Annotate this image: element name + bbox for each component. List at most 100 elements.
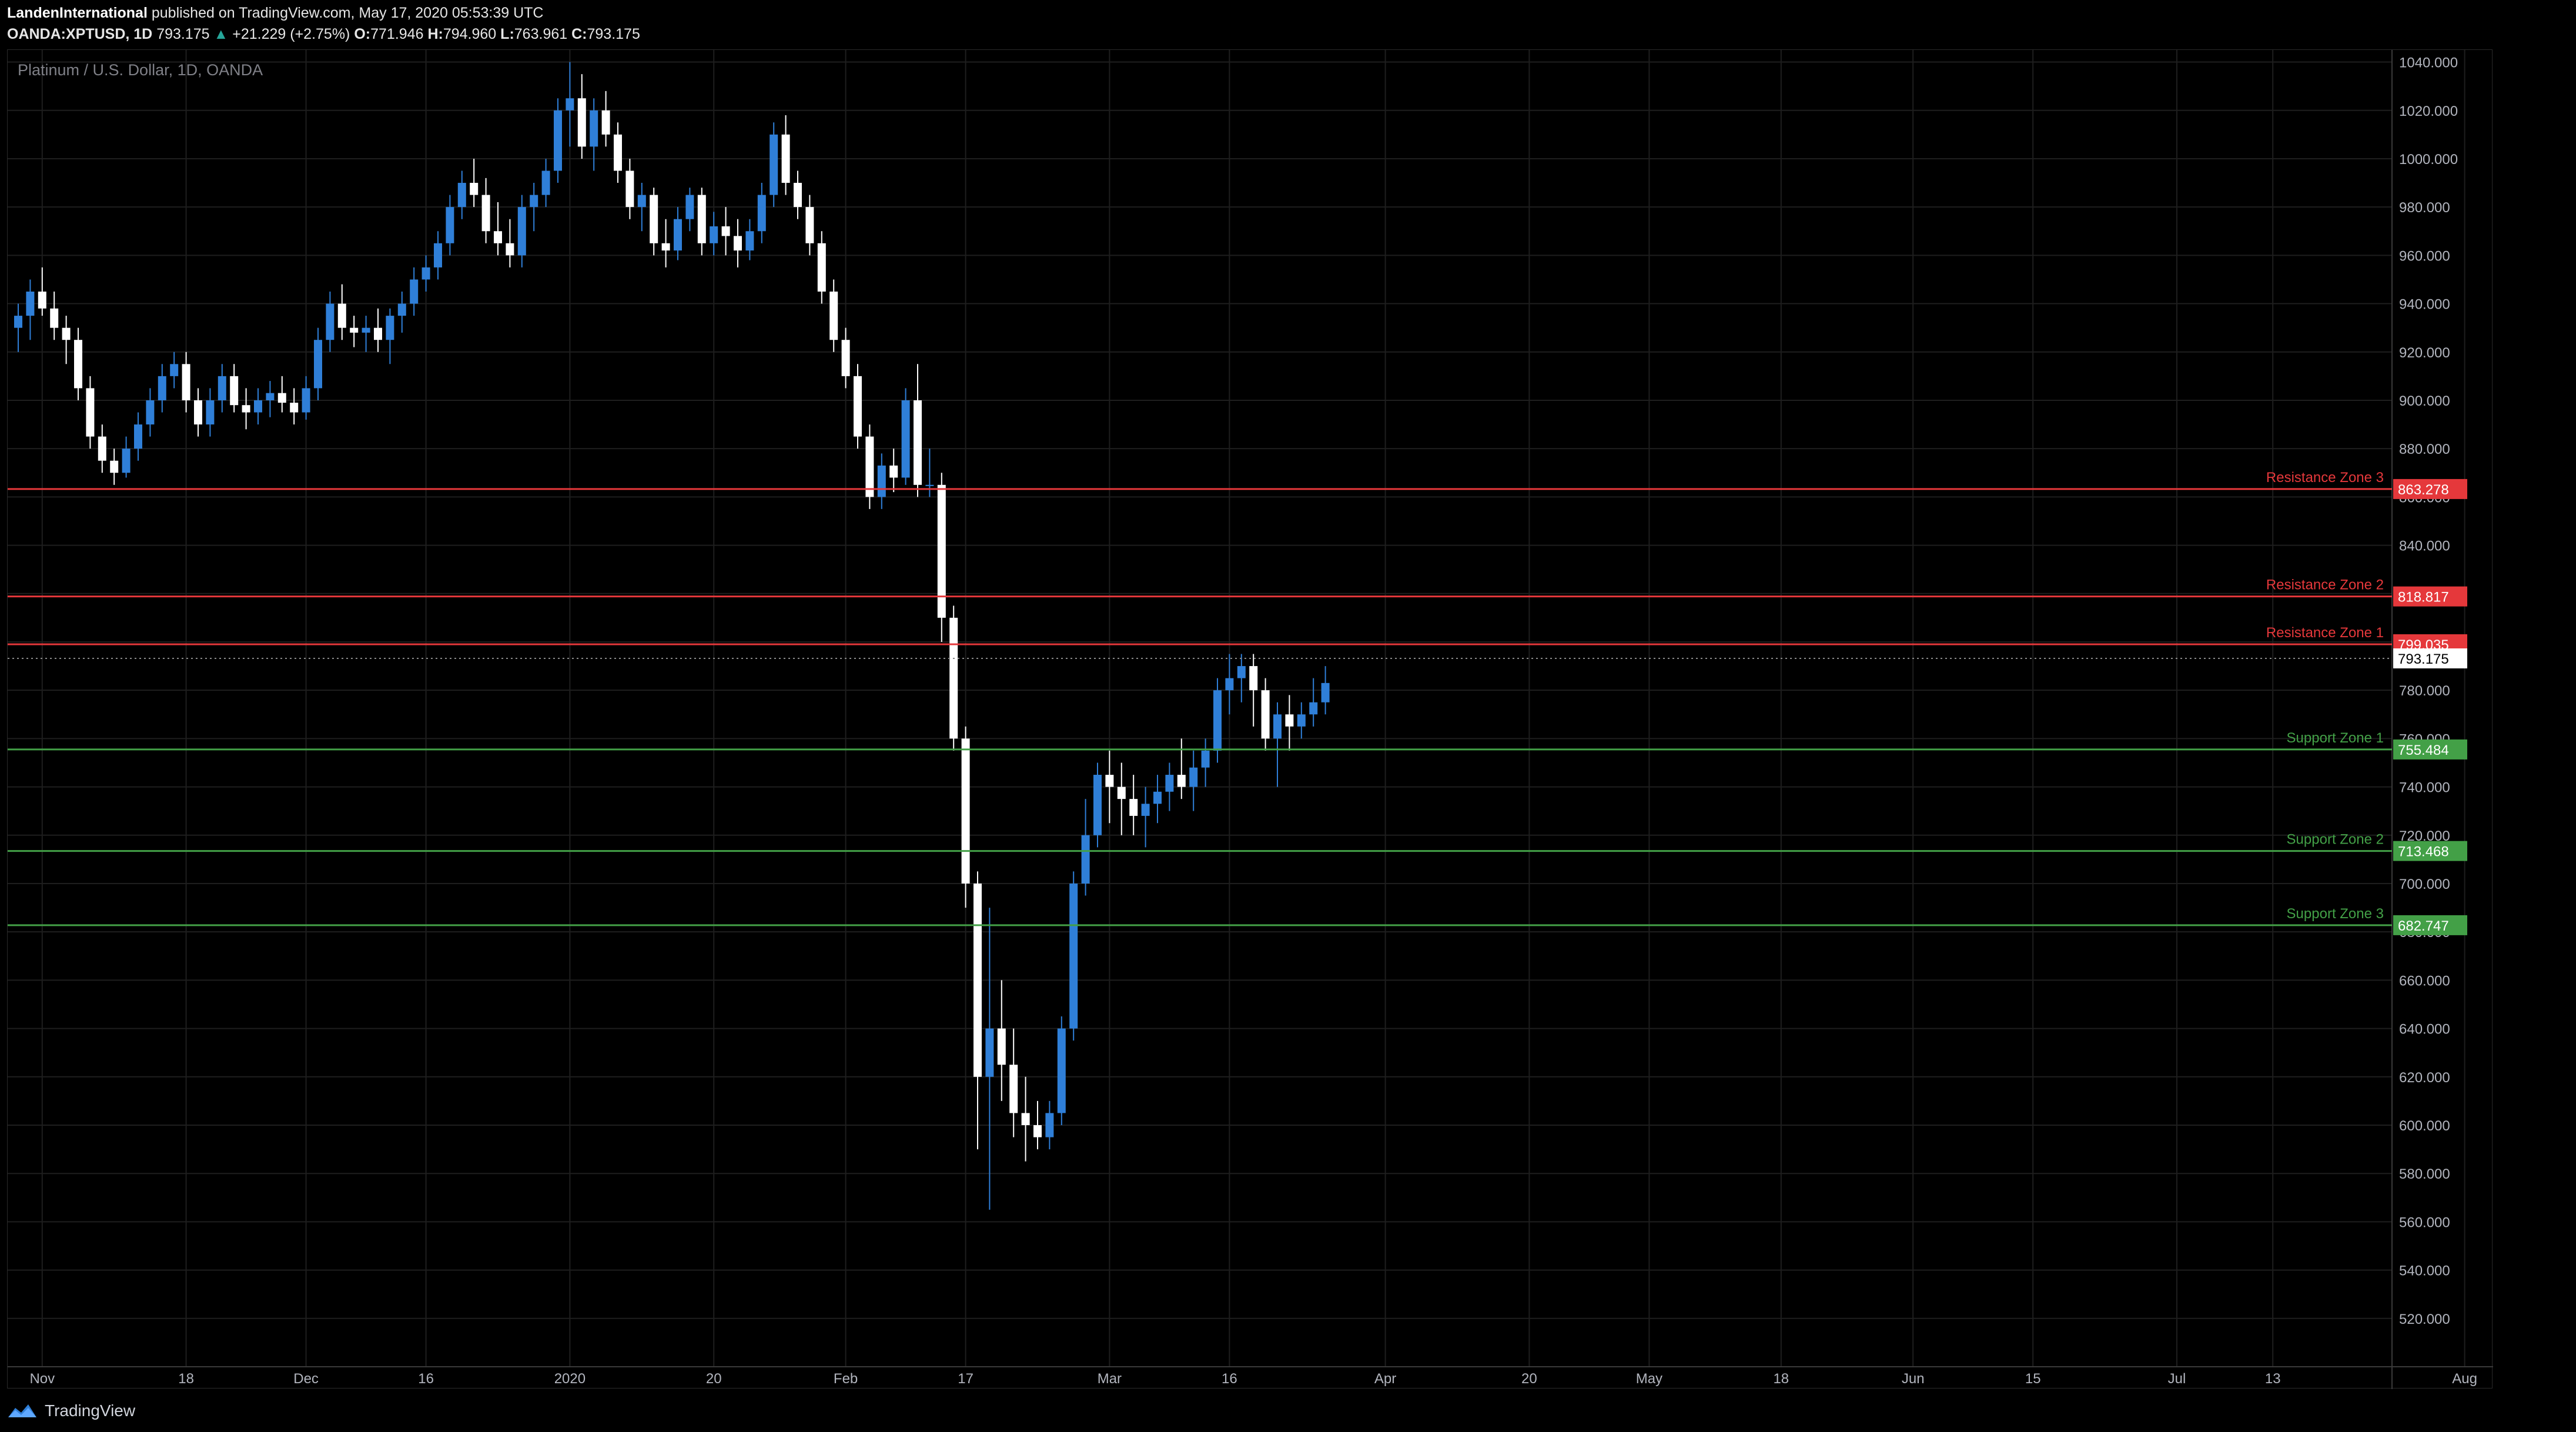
level-price-tag xyxy=(2393,841,2467,861)
candle-body xyxy=(74,340,82,389)
high-value: 794.960 xyxy=(443,26,497,42)
price-tick-label: 960.000 xyxy=(2399,248,2450,264)
candle-body xyxy=(218,376,226,400)
candle-body xyxy=(434,243,442,267)
candle-body xyxy=(1141,804,1150,816)
candle-body xyxy=(1201,750,1210,768)
level-price-tag xyxy=(2393,479,2467,499)
price-tick-label: 620.000 xyxy=(2399,1070,2450,1086)
chart-area[interactable]: 1040.000 1020.000 1000.000 980.000 960.000 94… xyxy=(7,49,2493,1389)
candle-body xyxy=(494,231,502,243)
candle-body xyxy=(1093,775,1102,835)
time-tick-label: 13 xyxy=(2265,1371,2281,1387)
time-tick-label: 16 xyxy=(1222,1371,1237,1387)
candle-body xyxy=(865,436,874,497)
candle-body xyxy=(1297,714,1306,727)
candle-body xyxy=(961,738,970,884)
level-price-label: 863.278 xyxy=(2398,482,2449,498)
candle-body xyxy=(481,195,490,232)
change-arrow-icon: ▲ xyxy=(213,26,229,42)
close-value: 793.175 xyxy=(587,26,640,42)
level-name-label: Support Zone 3 xyxy=(2287,906,2384,922)
candle-body xyxy=(290,403,299,413)
time-tick-label: Jul xyxy=(2168,1371,2186,1387)
publish-header: LandenInternational published on Trading… xyxy=(7,2,543,24)
open-value: 771.946 xyxy=(370,26,424,42)
last-price-label: 793.175 xyxy=(2398,651,2449,667)
footer-brand[interactable]: TradingView xyxy=(7,1397,135,1425)
candle-body xyxy=(577,98,586,147)
candle-body xyxy=(1261,690,1270,739)
candle-body xyxy=(266,393,275,400)
candle-body xyxy=(614,134,622,171)
price-tick-label: 540.000 xyxy=(2399,1263,2450,1279)
open-label: O: xyxy=(354,26,371,42)
candle-body xyxy=(1165,775,1174,792)
candle-body xyxy=(1033,1125,1042,1137)
low-label: L: xyxy=(500,26,514,42)
candle-body xyxy=(805,207,814,243)
author-name[interactable]: LandenInternational xyxy=(7,5,148,21)
candle-body xyxy=(134,424,142,449)
tradingview-brand-label: TradingView xyxy=(45,1401,136,1420)
price-tick-label: 740.000 xyxy=(2399,780,2450,796)
price-tick-label: 580.000 xyxy=(2399,1166,2450,1182)
candle-body xyxy=(194,400,202,425)
candle-body xyxy=(1189,767,1198,787)
time-tick-label: Aug xyxy=(2452,1371,2477,1387)
low-value: 763.961 xyxy=(514,26,568,42)
candle-body xyxy=(601,110,610,135)
candle-body xyxy=(817,243,826,292)
candle-body xyxy=(277,393,286,403)
candle-body xyxy=(685,195,694,219)
candle-body xyxy=(794,183,802,208)
candle-body xyxy=(710,226,718,243)
candle-body xyxy=(26,292,35,316)
candle-body xyxy=(14,316,22,328)
candle-body xyxy=(386,316,394,340)
candle-body xyxy=(230,376,239,406)
price-tick-label: 980.000 xyxy=(2399,200,2450,216)
level-name-label: Support Zone 2 xyxy=(2287,832,2384,848)
candle-body xyxy=(841,340,850,376)
candle-body xyxy=(506,243,514,256)
candle-body xyxy=(566,98,574,111)
level-price-label: 713.468 xyxy=(2398,844,2449,860)
time-tick-label: 17 xyxy=(958,1371,973,1387)
time-tick-label: Nov xyxy=(29,1371,55,1387)
candle-body xyxy=(1153,791,1162,804)
candle-body xyxy=(625,170,634,208)
price-tick-label: 840.000 xyxy=(2399,538,2450,554)
last-price-tag xyxy=(2393,648,2467,669)
time-tick-label: 18 xyxy=(1773,1371,1789,1387)
candle-body xyxy=(1021,1113,1030,1125)
candle-body xyxy=(350,327,359,333)
candle-body xyxy=(877,465,886,497)
candle-body xyxy=(985,1028,994,1077)
candle-body xyxy=(326,303,334,340)
candlestick-chart[interactable]: 1040.000 1020.000 1000.000 980.000 960.000 94… xyxy=(8,50,2493,1389)
high-label: H: xyxy=(427,26,443,42)
price-tick-label: 880.000 xyxy=(2399,441,2450,457)
candle-body xyxy=(410,279,419,304)
candle-body xyxy=(997,1028,1006,1065)
candle-body xyxy=(1129,799,1138,816)
candle-body xyxy=(937,484,946,618)
candle-body xyxy=(674,219,682,251)
level-price-tag xyxy=(2393,915,2467,935)
candle-body xyxy=(770,134,778,195)
candle-body xyxy=(122,449,131,473)
level-price-label: 682.747 xyxy=(2398,918,2449,934)
candle-body xyxy=(470,183,479,195)
chart-overlay-title: Platinum / U.S. Dollar, 1D, OANDA xyxy=(18,61,263,79)
time-tick-label: Jun xyxy=(1902,1371,1925,1387)
candle-body xyxy=(146,400,155,425)
candle-body xyxy=(590,110,598,147)
price-tick-label: 700.000 xyxy=(2399,876,2450,892)
price-tick-label: 1020.000 xyxy=(2399,103,2458,119)
candle-body xyxy=(517,207,526,256)
candle-body xyxy=(721,226,730,236)
candle-body xyxy=(1273,714,1282,739)
candle-body xyxy=(50,308,59,328)
candle-body xyxy=(337,303,346,328)
